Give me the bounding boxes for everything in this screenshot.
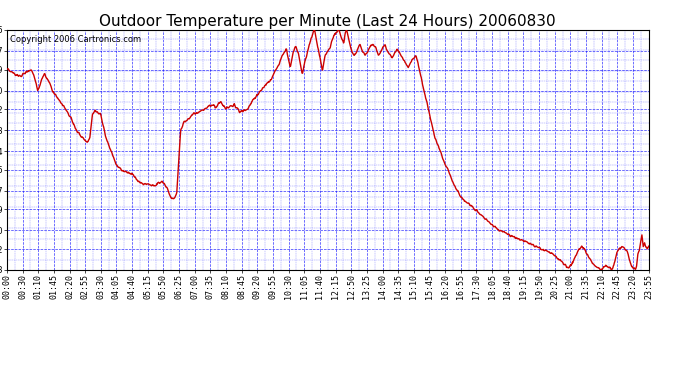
Title: Outdoor Temperature per Minute (Last 24 Hours) 20060830: Outdoor Temperature per Minute (Last 24 … bbox=[99, 14, 556, 29]
Text: Copyright 2006 Cartronics.com: Copyright 2006 Cartronics.com bbox=[10, 35, 141, 44]
